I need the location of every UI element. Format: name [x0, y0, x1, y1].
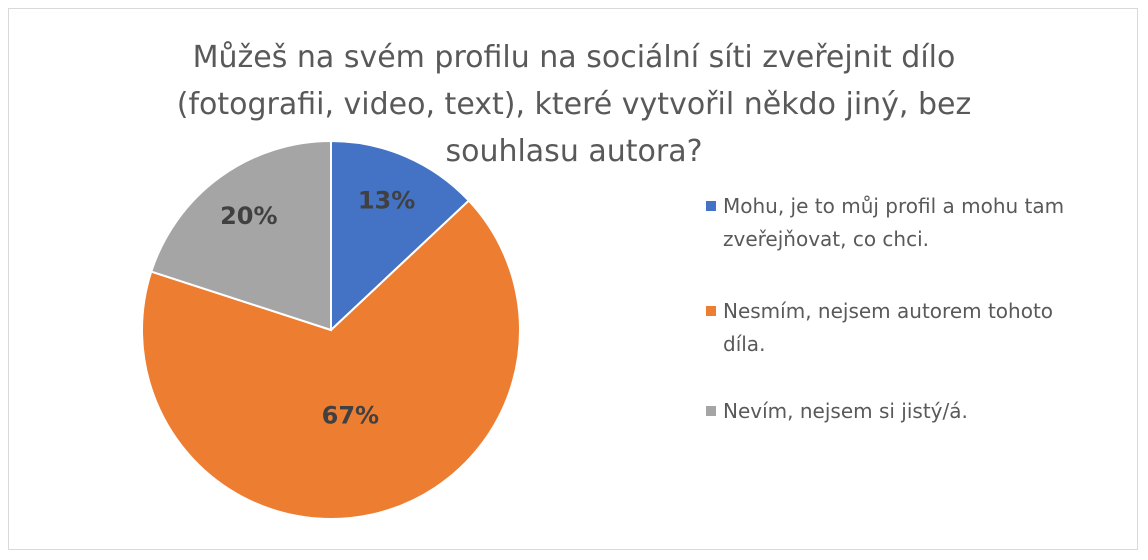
legend-label: Nevím, nejsem si jistý/á. [723, 399, 968, 423]
legend-entry: Nevím, nejsem si jistý/á. [706, 395, 1066, 428]
pie-slice [330, 139, 471, 333]
data-label: 13% [358, 187, 415, 215]
legend-entry: Nesmím, nejsem autorem tohoto díla. [706, 295, 1066, 361]
pie-slice [141, 199, 521, 520]
chart-frame [8, 8, 1138, 550]
legend-swatch [706, 201, 716, 211]
legend-swatch [706, 406, 716, 416]
legend-label: Mohu, je to můj profil a mohu tam zveřej… [723, 194, 1065, 251]
legend-entry: Mohu, je to můj profil a mohu tam zveřej… [706, 190, 1066, 256]
pie-slice [149, 139, 332, 332]
legend-label: Nesmím, nejsem autorem tohoto díla. [723, 299, 1054, 356]
chart-title: Můžeš na svém profilu na sociální síti z… [176, 40, 972, 169]
legend-swatch [706, 306, 716, 316]
data-label: 67% [322, 402, 379, 430]
data-label: 20% [220, 202, 277, 230]
